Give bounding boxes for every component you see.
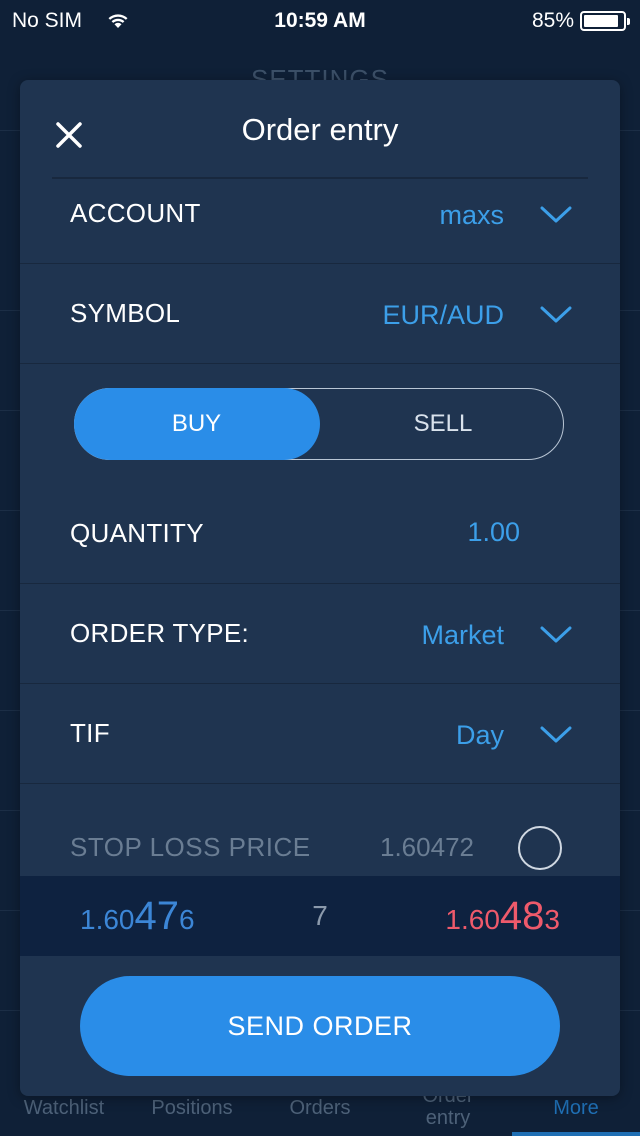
chevron-down-icon [540, 726, 572, 749]
send-order-button[interactable]: SEND ORDER [80, 976, 560, 1076]
side-toggle: BUY SELL [73, 387, 564, 460]
symbol-row[interactable]: SYMBOL EUR/AUD [20, 264, 620, 364]
row-divider [20, 263, 620, 264]
chevron-down-icon [540, 306, 572, 329]
account-label: ACCOUNT [70, 198, 201, 228]
tab-label: Orders [289, 1097, 351, 1119]
quantity-field[interactable]: 1.00 [467, 517, 520, 547]
tab-watchlist[interactable]: Watchlist [0, 1085, 128, 1136]
order-type-label: ORDER TYPE: [70, 618, 250, 648]
row-divider [20, 583, 620, 584]
ask-price[interactable]: 1.60483 [445, 894, 560, 939]
ask-price-fraction: 3 [544, 904, 560, 935]
ask-price-pips: 48 [499, 894, 545, 938]
order-type-row[interactable]: ORDER TYPE: Market [20, 584, 620, 684]
tif-value: Day [455, 720, 504, 750]
account-row[interactable]: ACCOUNT maxs [20, 164, 620, 264]
sell-button[interactable]: SELL [413, 409, 473, 437]
chevron-down-icon [540, 626, 572, 649]
tif-row[interactable]: TIF Day [20, 684, 620, 784]
battery-icon [580, 11, 630, 31]
status-bar: No SIM 10:59 AM 85% [0, 0, 640, 40]
buy-button[interactable]: BUY [73, 387, 320, 460]
bid-price-prefix: 1.60 [80, 904, 135, 935]
chevron-down-icon [540, 206, 572, 229]
stop-loss-radio[interactable] [518, 826, 562, 870]
account-value: maxs [439, 200, 504, 230]
row-divider [20, 363, 620, 364]
bid-price[interactable]: 1.60476 [80, 894, 195, 939]
active-tab-indicator [512, 1132, 640, 1136]
tif-label: TIF [70, 718, 110, 748]
stop-loss-value[interactable]: 1.60472 [380, 832, 474, 862]
order-type-value: Market [421, 620, 504, 650]
battery-percent: 85% [531, 9, 574, 32]
stop-loss-label: STOP LOSS PRICE [70, 832, 311, 862]
tab-label-line2: entry [425, 1107, 471, 1129]
carrier-label: No SIM [12, 9, 83, 32]
modal-title: Order entry [241, 112, 399, 147]
bid-price-fraction: 6 [179, 904, 195, 935]
row-divider [20, 783, 620, 784]
tab-label: More [553, 1097, 599, 1119]
order-entry-modal: Order entry ACCOUNT maxs SYMBOL EUR/AUD … [20, 80, 620, 1096]
ask-price-prefix: 1.60 [445, 904, 500, 935]
symbol-value: EUR/AUD [382, 300, 504, 330]
wifi-icon [107, 11, 129, 35]
row-divider [20, 683, 620, 684]
bid-price-pips: 47 [134, 894, 180, 938]
tab-label: Watchlist [23, 1097, 105, 1119]
close-icon[interactable] [54, 120, 86, 152]
quote-strip: 1.60476 7 1.60483 [20, 876, 620, 956]
symbol-label: SYMBOL [70, 298, 181, 328]
tab-more[interactable]: More [512, 1085, 640, 1136]
header-divider [52, 177, 588, 179]
tab-orders[interactable]: Orders [256, 1085, 384, 1136]
quantity-row[interactable]: QUANTITY 1.00 [20, 484, 620, 584]
quantity-label: QUANTITY [70, 518, 204, 548]
tab-positions[interactable]: Positions [128, 1085, 256, 1136]
tab-label: Positions [151, 1097, 233, 1119]
clock: 10:59 AM [274, 9, 366, 32]
spread-value: 7 [312, 900, 328, 931]
